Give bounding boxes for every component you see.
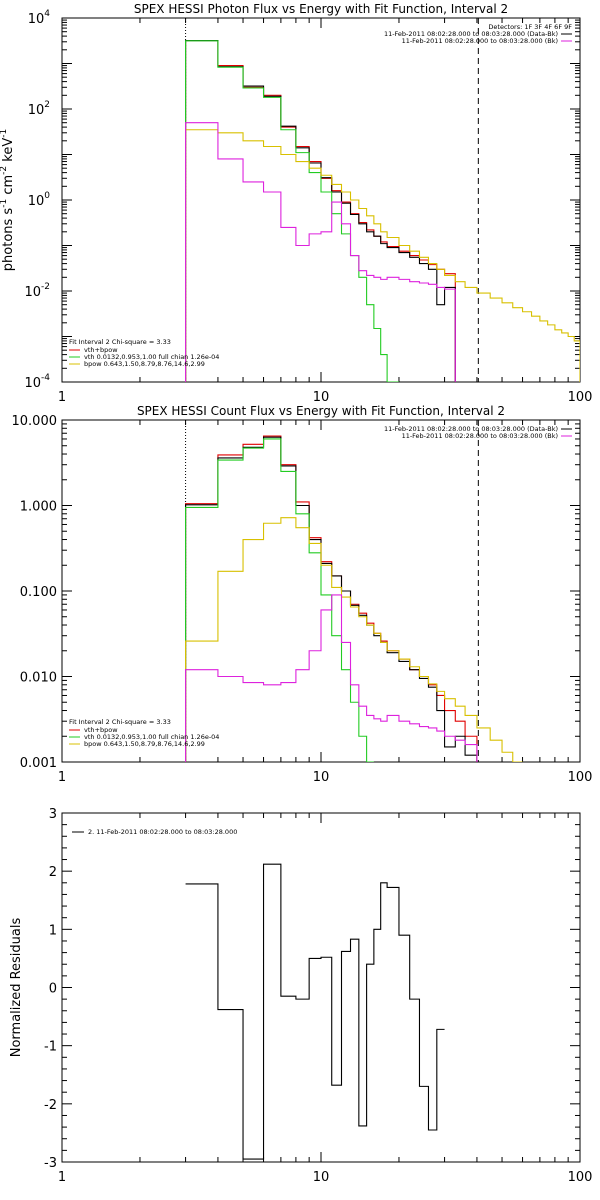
count-ytick-label: 0.010 [20,671,57,686]
photon-legend-header: Detectors: 1F 3F 4F 6F 9F [488,23,572,31]
photon-xtick-label: 100 [568,390,593,405]
resid-ytick-label: 2 [49,865,57,880]
count-fit-legend-text: bpow 0.643,1.50,8.79,8.76,14.6,2.99 [84,740,205,748]
resid-y-axis-label: Normalized Residuals [9,918,24,1058]
resid-series-0 [185,863,445,1160]
photon-series-1 [185,39,456,382]
photon-series-group [185,39,580,382]
count-ytick-label: 0.001 [20,756,57,771]
resid-ytick-label: -3 [44,1156,57,1171]
photon-xtick-label: 1 [58,390,66,405]
count-legend-text: 11-Feb-2011 08:02:28.000 to 08:03:28.000… [402,432,558,440]
photon-fit-legend-header: Fit Interval 2 Chi-square = 3.33 [69,338,171,346]
photon-series-3 [185,40,399,382]
photon-y-axis-label: photons s-1 cm-2 keV-1 [0,129,16,271]
photon-series-4 [185,129,580,382]
count-series-4 [185,594,478,762]
resid-series-group [185,863,445,1160]
count-series-2 [185,438,374,762]
photon-ytick-label: 10-2 [24,282,50,300]
photon-fit-legend-text: bpow 0.643,1.50,8.79,8.76,14.6,2.99 [84,360,205,368]
photon-title: SPEX HESSI Photon Flux vs Energy with Fi… [134,2,508,16]
photon-plot-frame [61,17,581,383]
count-title: SPEX HESSI Count Flux vs Energy with Fit… [137,404,505,418]
photon-fit-legend-text: vth 0.0132,0.953,1.00 full chian 1.26e-0… [84,353,219,361]
count-panel: SPEX HESSI Count Flux vs Energy with Fit… [12,404,593,785]
resid-xtick-label: 1 [58,1170,66,1185]
resid-xtick-label: 10 [313,1170,330,1185]
resid-panel: 1 10 100 -3 -2 -1 0 1 2 3 Normalized Residuals 2. 1… [9,807,592,1185]
photon-ytick-label: 102 [28,100,50,118]
count-fit-legend-text: vth+bpow [84,726,118,734]
photon-fit-legend-text: vth+bpow [84,346,118,354]
count-xtick-label: 1 [58,770,66,785]
photon-ytick-label: 10-4 [24,373,50,391]
resid-legend-text: 2. 11-Feb-2011 08:02:28.000 to 08:03:28.… [88,828,237,836]
photon-legend-text: 11-Feb-2011 08:02:28.000 to 08:03:28.000… [402,37,558,45]
count-series-group [185,435,523,762]
photon-ytick-label: 104 [28,9,51,27]
photon-ytick-label: 100 [28,191,51,209]
resid-plot-frame [61,812,581,1163]
resid-ytick-label: 3 [49,807,57,822]
photon-panel: SPEX HESSI Photon Flux vs Energy with Fi… [0,2,592,405]
count-ytick-label: 10.000 [12,414,58,429]
count-ytick-label: 1.000 [20,500,57,515]
count-fit-legend-header: Fit Interval 2 Chi-square = 3.33 [69,718,171,726]
resid-ytick-label: 1 [49,923,57,938]
resid-xtick-label: 100 [568,1170,593,1185]
resid-ytick-label: -2 [44,1098,57,1113]
count-series-3 [185,517,523,762]
photon-legend-text: 11-Feb-2011 08:02:28.000 to 08:03:28.000… [384,30,558,38]
count-xtick-label: 10 [313,770,330,785]
count-xtick-label: 100 [568,770,593,785]
photon-xtick-label: 10 [313,390,330,405]
photon-series-2 [185,39,456,382]
count-legend-text: 11-Feb-2011 08:02:28.000 to 08:03:28.000… [384,425,558,433]
resid-ytick-label: -1 [44,1040,57,1055]
resid-ytick-label: 0 [49,982,57,997]
count-ytick-label: 0.100 [20,585,57,600]
photon-series-5 [185,122,456,382]
count-fit-legend-text: vth 0.0132,0.953,1.00 full chian 1.26e-0… [84,733,219,741]
